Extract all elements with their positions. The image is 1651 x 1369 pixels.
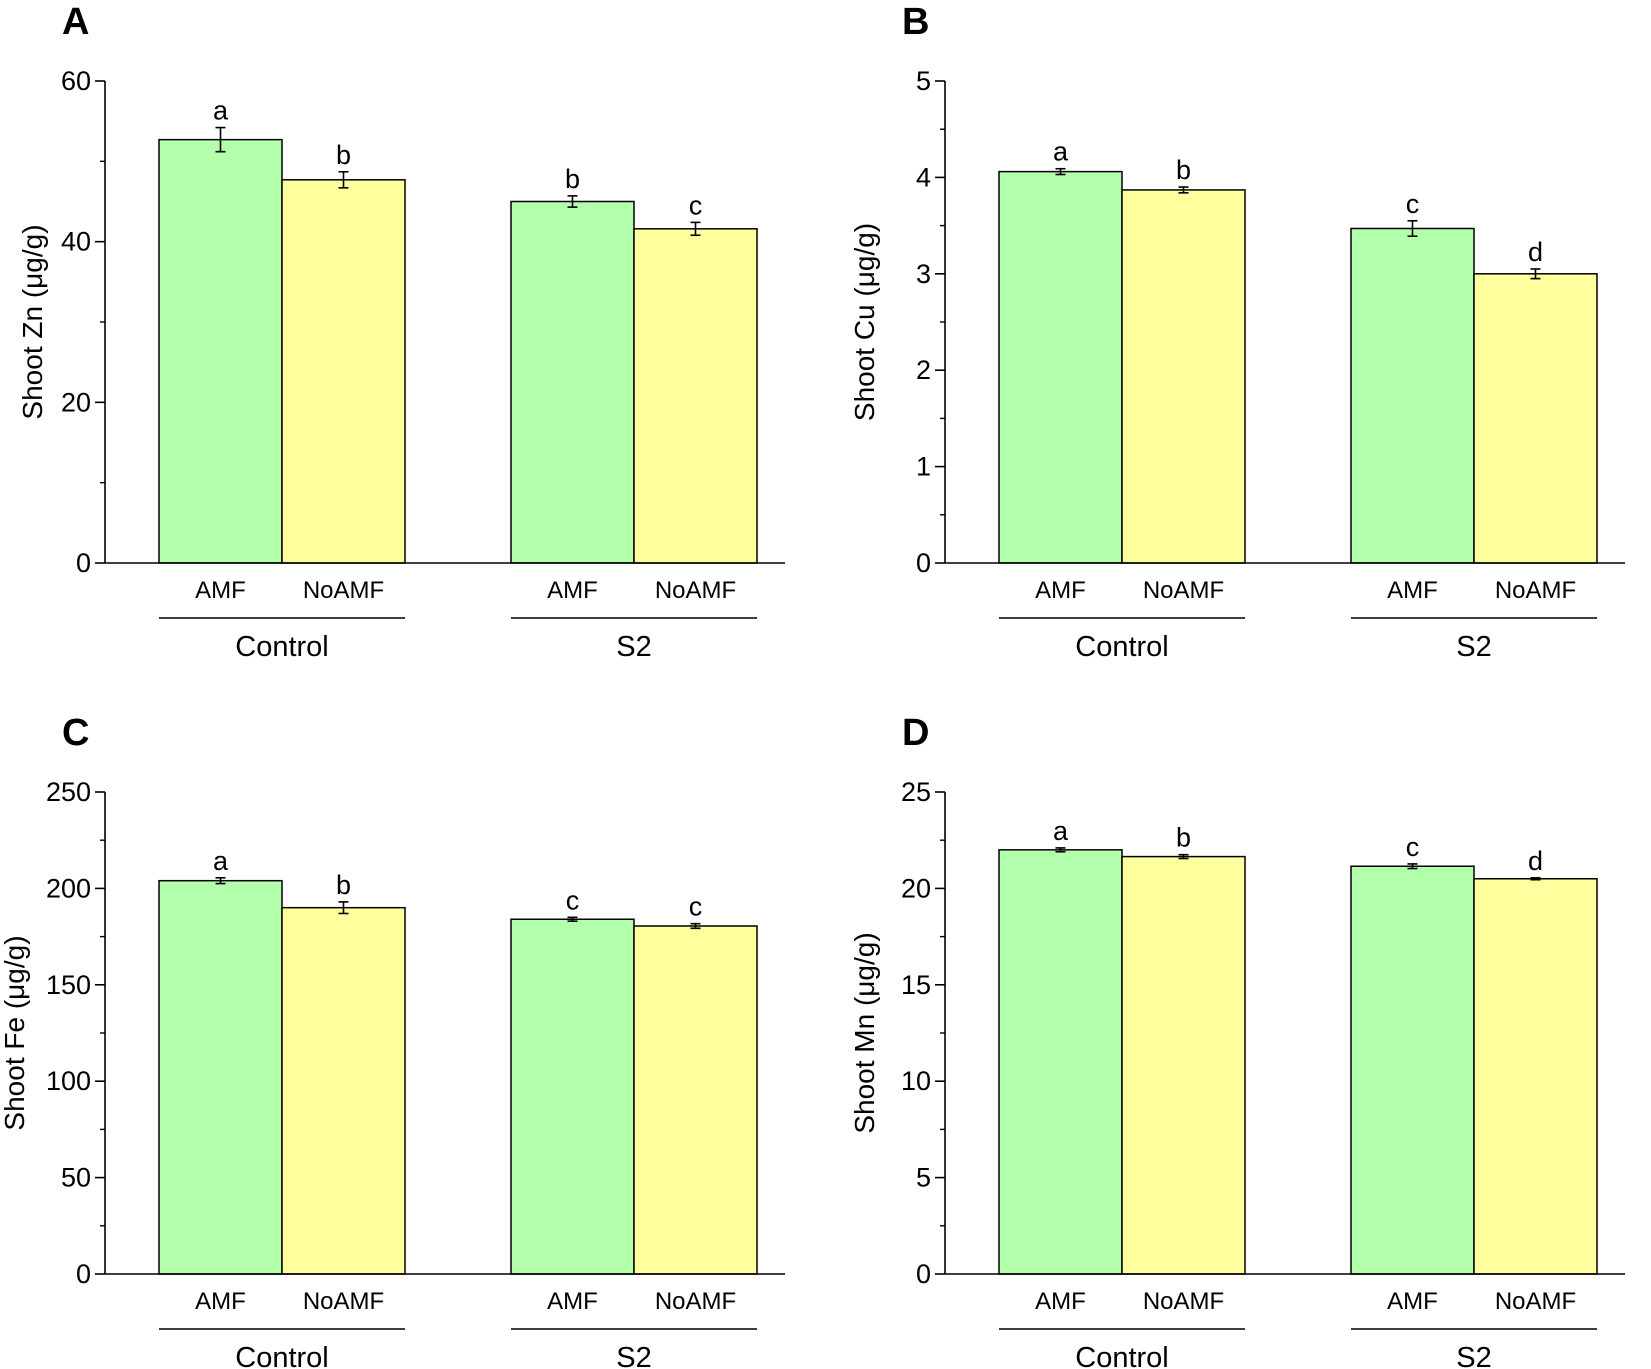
significance-letter: b [1176, 823, 1191, 853]
bar [633, 228, 758, 564]
category-label: AMF [547, 577, 598, 604]
y-tick-label: 200 [46, 873, 91, 903]
significance-letter: a [213, 846, 229, 876]
category-label: AMF [1035, 577, 1086, 604]
y-tick-label: 250 [46, 777, 91, 807]
significance-letter: c [1406, 189, 1420, 219]
y-axis-label: Shoot Mn (μg/g) [849, 932, 880, 1133]
y-tick-label: 40 [61, 227, 91, 257]
bar [1350, 865, 1475, 1275]
significance-letter: c [1406, 832, 1420, 862]
y-tick-label: 0 [916, 548, 931, 578]
group-label: S2 [1456, 631, 1491, 663]
y-tick-label: 100 [46, 1066, 91, 1096]
chart-panel-d: Da AMF b NoAMF c AMF d NoAMF 0 5 10 15 20 25 Shoot Mn … [849, 712, 1625, 1369]
bar [1121, 189, 1246, 564]
category-label: AMF [1035, 1288, 1086, 1315]
bar [1350, 227, 1475, 564]
bar [633, 925, 758, 1275]
y-tick-label: 5 [916, 66, 931, 96]
y-tick-label: 20 [901, 873, 931, 903]
category-label: AMF [547, 1288, 598, 1315]
category-label: NoAMF [303, 1288, 384, 1315]
y-axis-label: Shoot Zn (μg/g) [17, 224, 48, 419]
y-tick-label: 25 [901, 777, 931, 807]
significance-letter: c [689, 892, 703, 922]
bar [998, 170, 1123, 564]
significance-letter: c [566, 885, 580, 915]
category-label: NoAMF [655, 577, 736, 604]
category-label: NoAMF [1495, 1288, 1576, 1315]
y-tick-label: 50 [61, 1163, 91, 1193]
y-tick-label: 0 [76, 548, 91, 578]
y-axis-label: Shoot Fe (μg/g) [0, 935, 30, 1130]
y-tick-label: 15 [901, 970, 931, 1000]
significance-letter: d [1528, 237, 1543, 267]
group-label: Control [235, 1342, 329, 1369]
group-label: Control [1075, 1342, 1169, 1369]
category-label: NoAMF [1495, 577, 1576, 604]
panel-letter: C [62, 712, 89, 754]
y-tick-label: 4 [916, 162, 931, 192]
bar [1473, 878, 1598, 1275]
significance-letter: b [336, 870, 351, 900]
category-label: AMF [1387, 1288, 1438, 1315]
panel-letter: D [902, 712, 929, 754]
category-label: NoAMF [1143, 1288, 1224, 1315]
bar [158, 138, 283, 564]
category-label: NoAMF [303, 577, 384, 604]
y-tick-label: 60 [61, 66, 91, 96]
panel-letter: B [902, 1, 929, 43]
category-label: AMF [195, 1288, 246, 1315]
y-tick-label: 150 [46, 970, 91, 1000]
category-label: NoAMF [655, 1288, 736, 1315]
group-label: S2 [616, 631, 651, 663]
y-tick-label: 0 [76, 1259, 91, 1289]
bar [1473, 273, 1598, 564]
y-tick-label: 1 [916, 452, 931, 482]
group-label: Control [235, 631, 329, 663]
significance-letter: a [213, 96, 229, 126]
bar [1121, 855, 1246, 1275]
significance-letter: a [1053, 137, 1069, 167]
y-tick-label: 20 [61, 387, 91, 417]
significance-letter: a [1053, 816, 1069, 846]
bar [281, 906, 406, 1275]
group-label: S2 [616, 1342, 651, 1369]
significance-letter: d [1528, 846, 1543, 876]
bar [510, 918, 635, 1275]
y-tick-label: 3 [916, 259, 931, 289]
category-label: NoAMF [1143, 577, 1224, 604]
chart-panel-c: Ca AMF b NoAMF c AMF c NoAMF 0 50 100 150 200 250 Shoo… [0, 712, 785, 1369]
y-tick-label: 0 [916, 1259, 931, 1289]
significance-letter: b [565, 164, 580, 194]
bar [510, 200, 635, 564]
category-label: AMF [1387, 577, 1438, 604]
bar [998, 849, 1123, 1275]
group-label: Control [1075, 631, 1169, 663]
y-tick-label: 10 [901, 1066, 931, 1096]
bar [158, 879, 283, 1275]
chart-panel-a: Aa AMF b NoAMF b AMF c NoAMF 0 20 40 60 Shoot Zn (μg… [17, 1, 785, 663]
significance-letter: b [1176, 155, 1191, 185]
panel-letter: A [62, 1, 89, 43]
y-tick-label: 2 [916, 355, 931, 385]
bar [281, 179, 406, 564]
significance-letter: c [689, 190, 703, 220]
y-axis-label: Shoot Cu (μg/g) [849, 223, 880, 421]
significance-letter: b [336, 140, 351, 170]
chart-panel-b: Ba AMF b NoAMF c AMF d NoAMF 0 1 2 3 4 5 Shoot Cu (μg/… [849, 1, 1625, 663]
category-label: AMF [195, 577, 246, 604]
group-label: S2 [1456, 1342, 1491, 1369]
y-tick-label: 5 [916, 1163, 931, 1193]
